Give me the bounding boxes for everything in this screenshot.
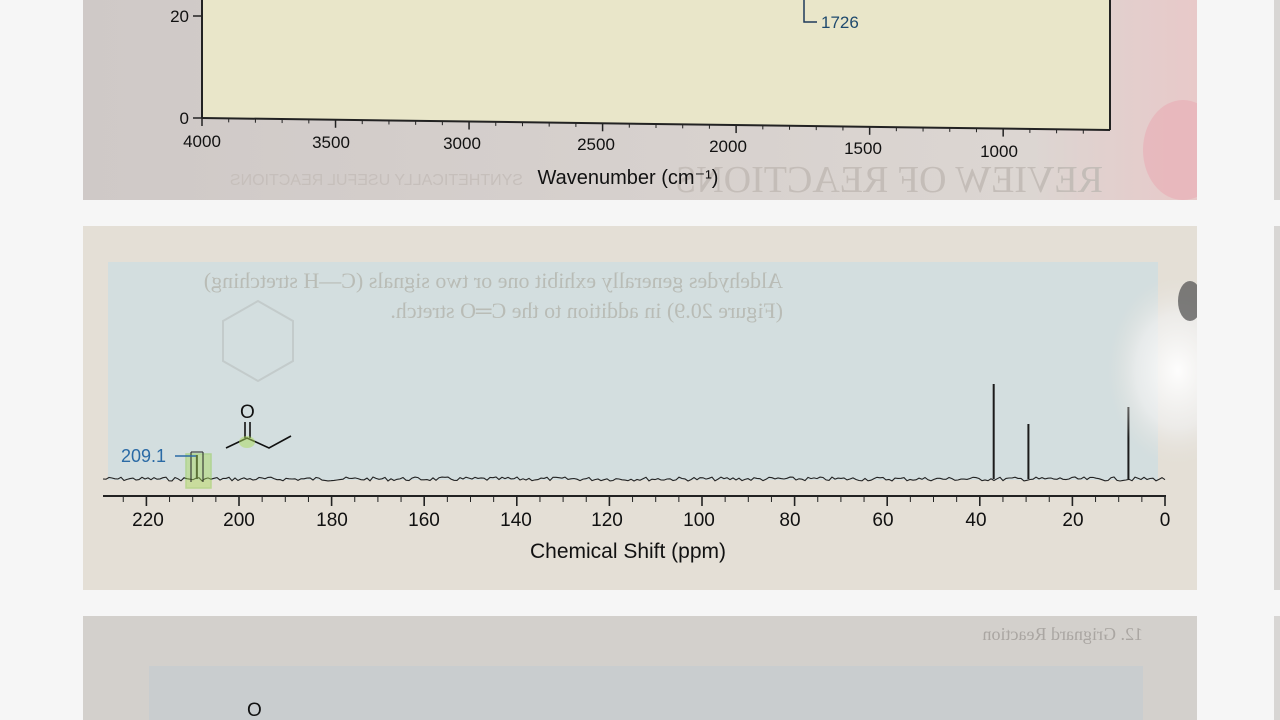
right-edge-strip-bottom	[1274, 616, 1280, 720]
ir-x-tick-label-4000: 4000	[183, 132, 221, 151]
pen-tip	[1178, 281, 1197, 321]
carbonyl-highlight	[239, 436, 255, 448]
ir-x-tick-label-1500: 1500	[844, 139, 882, 158]
nmr-bleed-text-line2: (Figure 20.9) in addition to the C═O str…	[390, 298, 783, 323]
bottom-panel	[149, 666, 1143, 720]
ir-annotation-bracket	[803, 0, 817, 23]
ir-bleed-text: REVIEW OF REACTIONS	[675, 159, 1103, 200]
nmr-x-tick-label-200: 200	[223, 510, 255, 531]
nmr-peak-highlight	[185, 453, 212, 489]
nmr-x-tick-label-20: 20	[1062, 510, 1083, 531]
nmr-peak-label-209: 209.1	[121, 446, 166, 466]
nmr-x-tick-label-100: 100	[683, 510, 715, 531]
nmr-spectrum-chart: Aldehydes generally exhibit one or two s…	[83, 226, 1197, 590]
bottom-oxygen-label: O	[247, 700, 262, 720]
nmr-x-tick-label-160: 160	[408, 510, 440, 531]
nmr-peak-bracket	[190, 451, 204, 482]
ir-x-tick-label-3500: 3500	[312, 133, 350, 152]
bottom-photo-art: 12. Grignard Reaction O	[83, 616, 1197, 720]
nmr-x-tick-label-140: 140	[500, 510, 532, 531]
ir-annotation-1726: 1726	[821, 13, 859, 32]
nmr-x-tick-label-0: 0	[1160, 510, 1171, 531]
nmr-x-tick-label-80: 80	[779, 510, 800, 531]
nmr-x-tick-label-220: 220	[132, 510, 164, 531]
carbonyl-oxygen: O	[240, 402, 255, 423]
nmr-minor-ticks	[122, 496, 1166, 506]
nmr-baseline-noise	[102, 476, 1166, 482]
ir-minor-ticks	[201, 118, 1084, 137]
butanone-structure: O	[225, 402, 292, 449]
ir-bleed-text-small: SYNTHETICALLY USEFUL REACTIONS	[230, 172, 523, 189]
ir-spectrum-photo: REVIEW OF REACTIONS SYNTHETICALLY USEFUL…	[83, 0, 1197, 200]
nmr-glare	[1108, 276, 1197, 466]
bottom-bleed-text: 12. Grignard Reaction	[983, 624, 1143, 644]
nmr-x-tick-label-60: 60	[872, 510, 893, 531]
ir-glare	[1143, 100, 1197, 200]
ir-y-tick-label-0: 0	[180, 109, 189, 128]
nmr-blue-panel	[108, 262, 1158, 480]
carbon-chain	[225, 435, 292, 449]
ir-y-tick-label-20: 20	[170, 7, 189, 26]
ir-plot-area	[202, 0, 1110, 130]
nmr-spectrum-photo: Aldehydes generally exhibit one or two s…	[83, 226, 1197, 590]
right-edge-strip-middle	[1274, 226, 1280, 590]
ir-x-tick-label-2000: 2000	[709, 137, 747, 156]
ir-spectrum-chart: REVIEW OF REACTIONS SYNTHETICALLY USEFUL…	[83, 0, 1197, 200]
nmr-x-tick-label-40: 40	[965, 510, 986, 531]
bottom-photo: 12. Grignard Reaction O	[83, 616, 1197, 720]
right-edge-strip-top	[1274, 0, 1280, 200]
nmr-x-tick-label-120: 120	[591, 510, 623, 531]
nmr-bleed-text-line1: Aldehydes generally exhibit one or two s…	[204, 268, 783, 293]
ir-x-tick-label-2500: 2500	[577, 135, 615, 154]
nmr-x-tick-label-180: 180	[316, 510, 348, 531]
nmr-x-axis-label: Chemical Shift (ppm)	[530, 540, 726, 563]
ir-x-tick-label-3000: 3000	[443, 134, 481, 153]
ir-x-axis-label-text: Wavenumber (cm⁻¹)	[538, 167, 719, 189]
ir-x-tick-label-1000: 1000	[980, 142, 1018, 161]
ir-x-axis-label: Wavenumber (cm⁻¹)	[538, 167, 719, 189]
nmr-bleed-ring	[222, 299, 294, 383]
